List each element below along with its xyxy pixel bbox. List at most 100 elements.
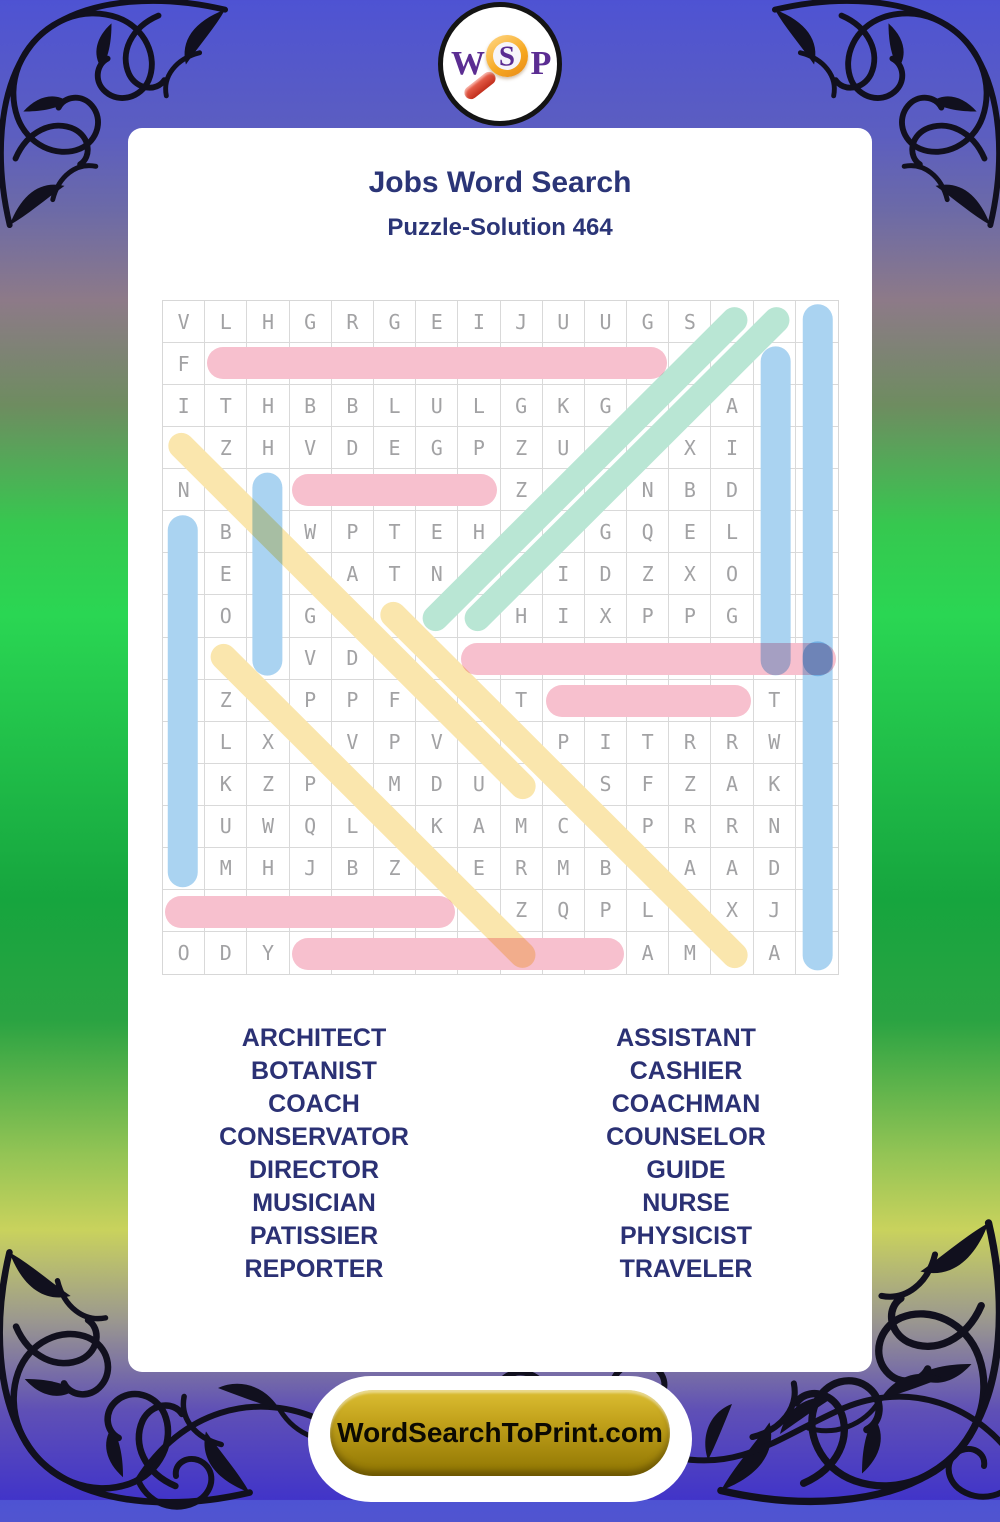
grid-cell: O	[205, 595, 248, 638]
grid-cell: C	[669, 679, 712, 722]
grid-cell: K	[205, 763, 248, 806]
word-list-item: PHYSICIST	[620, 1222, 752, 1250]
grid-cell: K	[416, 805, 459, 848]
grid-cell: C	[542, 679, 585, 722]
grid-cell: O	[247, 679, 290, 722]
grid-cell: R	[416, 637, 459, 680]
grid-cell: I	[584, 721, 628, 764]
grid-cell: T	[669, 637, 712, 680]
grid-cell: T	[584, 805, 628, 848]
grid-cell: S	[458, 889, 501, 932]
grid-cell: G	[416, 427, 459, 470]
grid-cell: I	[542, 763, 585, 806]
grid-cell: C	[669, 889, 712, 932]
grid-cell: D	[416, 763, 459, 806]
grid-cell: Z	[205, 679, 248, 722]
word-list-item: CASHIER	[629, 1057, 743, 1085]
grid-cell: U	[542, 427, 585, 470]
grid-cell: H	[711, 679, 754, 722]
grid-cell: D	[711, 469, 754, 512]
grid-cell: M	[542, 847, 585, 890]
grid-cell: M	[458, 595, 501, 638]
grid-cell: A	[500, 343, 543, 386]
grid-cell: M	[669, 931, 712, 974]
grid-cell: S	[500, 637, 543, 680]
grid-cell: J	[753, 889, 796, 932]
grid-cell: P	[331, 511, 374, 554]
word-list-item: REPORTER	[244, 1255, 384, 1283]
grid-cell: G	[373, 301, 417, 344]
grid-cell: R	[416, 889, 459, 932]
grid-cell: A	[627, 679, 670, 722]
grid-cell: C	[458, 931, 501, 974]
grid-cell: R	[374, 931, 417, 974]
grid-cell: O	[458, 721, 501, 764]
grid-cell: S	[247, 889, 290, 932]
grid-cell: R	[500, 763, 543, 806]
grid-cell: I	[711, 427, 754, 470]
grid-cell: D	[753, 847, 796, 890]
grid-cell: A	[458, 637, 501, 680]
grid-cell: H	[753, 511, 796, 554]
grid-cell: T	[711, 931, 754, 974]
grid-cell: C	[627, 427, 670, 470]
grid-cell: H	[247, 427, 290, 470]
grid-cell: S	[163, 721, 206, 764]
grid-cell: E	[627, 847, 670, 890]
grid-cell: G	[289, 301, 332, 344]
word-list-item: BOTANIST	[251, 1057, 377, 1085]
grid-cell: E	[416, 931, 459, 974]
grid-cell: N	[163, 469, 206, 512]
grid-cell: J	[289, 847, 332, 890]
grid-cell: H	[500, 595, 543, 638]
grid-cell: F	[373, 679, 417, 722]
grid-cell: G	[584, 511, 628, 554]
grid-cell: I	[416, 847, 459, 890]
grid-cell: A	[711, 637, 754, 680]
page-subtitle: Puzzle-Solution 464	[387, 214, 613, 241]
grid-cell: R	[585, 931, 628, 974]
grid-cell: P	[669, 595, 712, 638]
grid-cell: C	[753, 469, 796, 512]
grid-cell: A	[754, 931, 796, 974]
grid-cell: H	[289, 889, 332, 932]
grid-cell: Y	[795, 385, 838, 428]
grid-cell: S	[542, 637, 585, 680]
grid-cell: E	[458, 469, 501, 512]
grid-cell: T	[373, 553, 417, 596]
grid-cell: H	[247, 847, 290, 890]
grid-cell: E	[416, 301, 459, 344]
grid-cell: T	[627, 385, 670, 428]
grid-cell: I	[795, 553, 838, 596]
word-list-item: COACH	[268, 1090, 360, 1118]
logo-letter-p: P	[530, 45, 552, 82]
grid-cell: E	[416, 511, 459, 554]
grid-cell: W	[247, 805, 290, 848]
grid-cell: C	[753, 343, 796, 386]
grid-cell: E	[458, 847, 501, 890]
grid-cell: X	[584, 595, 628, 638]
grid-cell: A	[627, 931, 670, 974]
grid-cell: I	[332, 931, 374, 974]
grid-cell: R	[416, 595, 459, 638]
grid-cell: A	[711, 847, 754, 890]
grid-cell: S	[627, 637, 670, 680]
grid-cell: X	[711, 889, 754, 932]
grid-cell: H	[500, 721, 543, 764]
grid-cell: N	[373, 805, 417, 848]
grid-cell: C	[542, 805, 585, 848]
grid-cell: O	[205, 469, 248, 512]
grid-cell: A	[795, 722, 838, 764]
grid-cell: T	[500, 679, 543, 722]
grid-cell: E	[458, 553, 501, 596]
grid-cell: G	[627, 301, 670, 344]
grid-cell: I	[373, 469, 417, 512]
grid-cell: Q	[289, 805, 332, 848]
website-link-button[interactable]: WordSearchToPrint.com	[330, 1390, 670, 1476]
grid-cell: C	[205, 343, 248, 386]
grid-cell: G	[500, 385, 543, 428]
grid-cell: K	[542, 385, 585, 428]
grid-cell: E	[205, 553, 248, 596]
grid-cell: T	[795, 638, 838, 680]
